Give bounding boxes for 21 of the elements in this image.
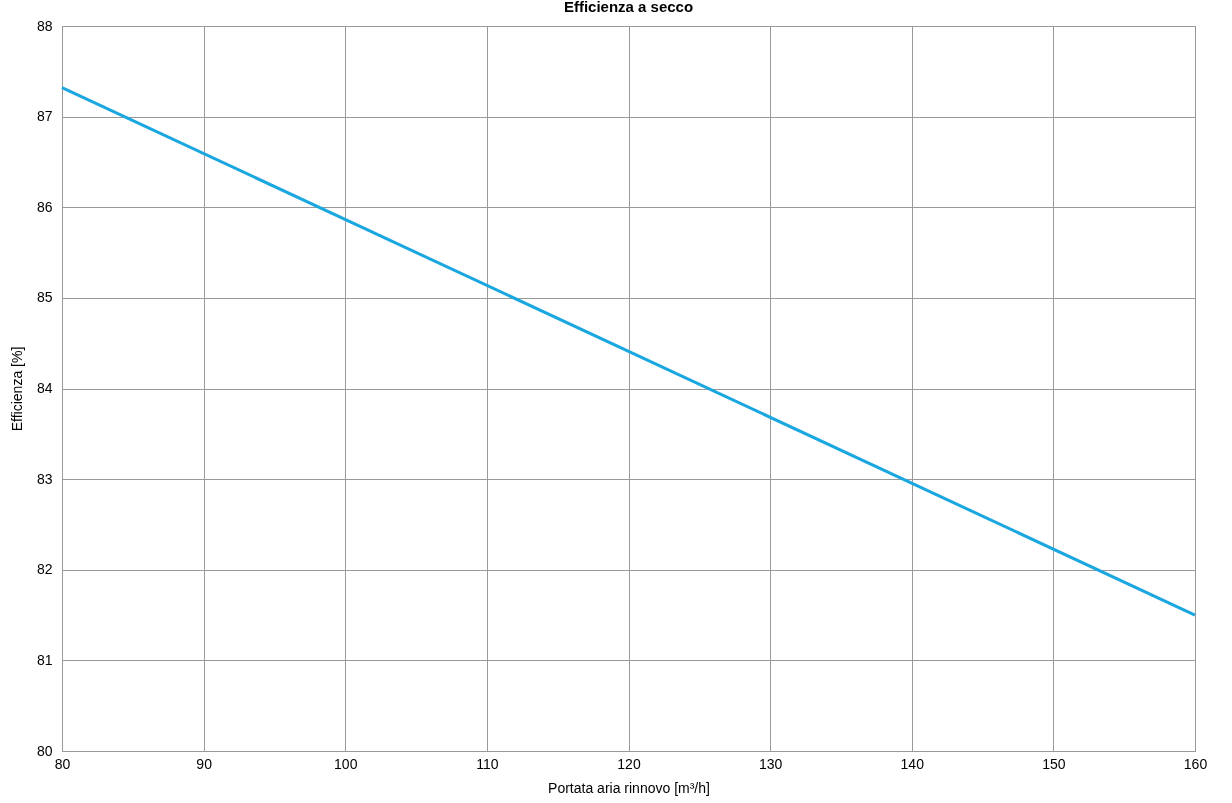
x-tick-label: 120 [617,755,641,772]
y-tick-label: 84 [36,380,53,396]
y-tick-label: 80 [36,742,53,759]
x-tick-label: 90 [196,755,213,772]
y-tick-label: 83 [36,470,53,487]
y-tick-label: 81 [36,651,53,668]
x-tick-label: 130 [758,755,783,772]
y-tick-label: 86 [36,198,53,215]
x-tick-label: 100 [334,755,358,772]
x-tick-label: 80 [54,755,71,772]
y-axis-title: Efficienza [%] [8,346,25,432]
x-tick-label: 140 [900,755,925,772]
y-tick-label: 88 [36,17,53,34]
y-tick-label: 87 [36,108,53,125]
chart-title: Efficienza a secco [563,0,694,15]
x-axis-title: Portata aria rinnovo [m³/h] [548,779,710,796]
y-tick-label: 82 [36,561,53,578]
x-tick-label: 160 [1183,755,1208,772]
x-tick-label: 110 [476,755,499,772]
x-tick-label: 150 [1042,755,1066,772]
y-tick-label: 85 [36,289,53,306]
